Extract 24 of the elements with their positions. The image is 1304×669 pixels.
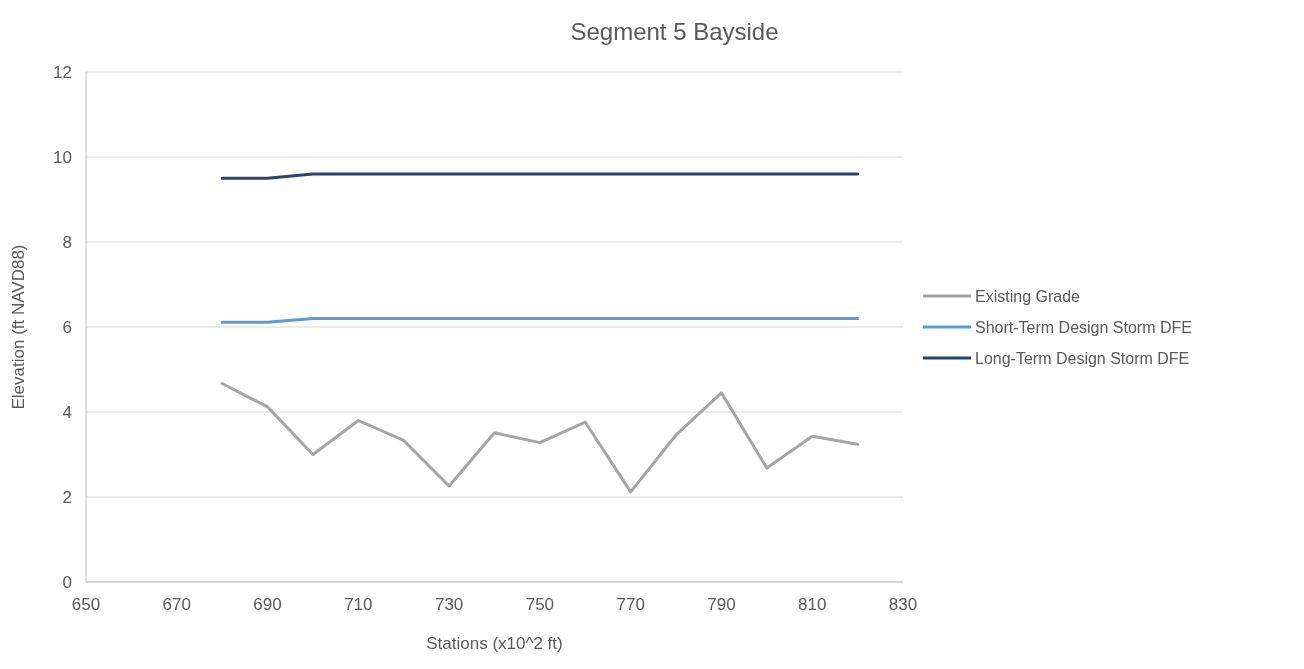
legend-label: Long-Term Design Storm DFE bbox=[975, 349, 1190, 367]
x-tick-label: 770 bbox=[616, 595, 645, 614]
x-tick-label: 830 bbox=[888, 595, 918, 614]
y-tick-label: 10 bbox=[53, 147, 72, 167]
y-tick-label: 12 bbox=[53, 62, 72, 82]
y-tick-label: 4 bbox=[62, 402, 72, 422]
x-tick-label: 710 bbox=[344, 595, 373, 614]
x-tick-label: 730 bbox=[434, 595, 464, 614]
x-tick-label: 810 bbox=[798, 595, 827, 614]
y-tick-label: 2 bbox=[62, 487, 72, 507]
line-series bbox=[220, 382, 860, 494]
y-tick-label: 8 bbox=[62, 232, 72, 252]
y-tick-label: 0 bbox=[62, 572, 72, 592]
legend-label: Existing Grade bbox=[975, 287, 1081, 305]
y-axis-title: Elevation (ft NAVD88) bbox=[9, 244, 28, 410]
legend-label: Short-Term Design Storm DFE bbox=[975, 318, 1192, 336]
x-axis-title: Stations (x10^2 ft) bbox=[426, 634, 563, 653]
chart-title: Segment 5 Bayside bbox=[570, 18, 779, 45]
x-tick-label: 650 bbox=[71, 595, 101, 614]
x-tick-label: 750 bbox=[525, 595, 555, 614]
y-tick-label: 6 bbox=[62, 317, 72, 337]
x-tick-label: 790 bbox=[707, 595, 736, 614]
x-tick-label: 690 bbox=[253, 595, 282, 614]
x-tick-label: 670 bbox=[162, 595, 191, 614]
